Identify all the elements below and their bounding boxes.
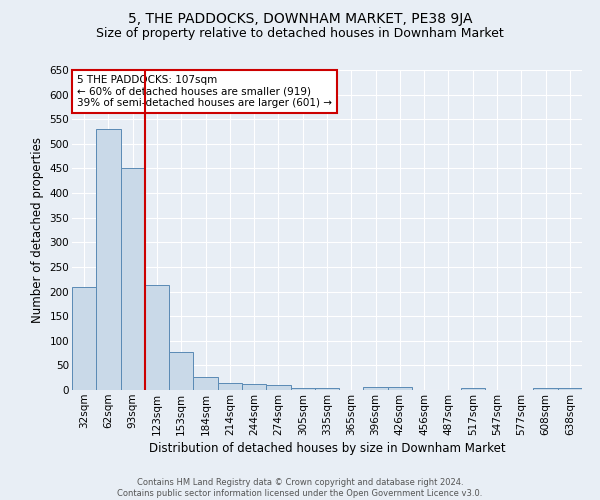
Bar — [193, 376, 218, 390]
Text: Contains HM Land Registry data © Crown copyright and database right 2024.
Contai: Contains HM Land Registry data © Crown c… — [118, 478, 482, 498]
Bar — [315, 388, 339, 390]
Bar — [533, 388, 558, 390]
Bar — [121, 168, 145, 390]
Bar — [72, 286, 96, 390]
Text: 5 THE PADDOCKS: 107sqm
← 60% of detached houses are smaller (919)
39% of semi-de: 5 THE PADDOCKS: 107sqm ← 60% of detached… — [77, 75, 332, 108]
Bar — [145, 285, 169, 390]
Y-axis label: Number of detached properties: Number of detached properties — [31, 137, 44, 323]
Bar — [364, 386, 388, 390]
Bar — [169, 352, 193, 390]
Text: 5, THE PADDOCKS, DOWNHAM MARKET, PE38 9JA: 5, THE PADDOCKS, DOWNHAM MARKET, PE38 9J… — [128, 12, 472, 26]
Bar — [218, 382, 242, 390]
Bar — [461, 388, 485, 390]
X-axis label: Distribution of detached houses by size in Downham Market: Distribution of detached houses by size … — [149, 442, 505, 455]
Text: Size of property relative to detached houses in Downham Market: Size of property relative to detached ho… — [96, 28, 504, 40]
Bar — [558, 388, 582, 390]
Bar — [388, 386, 412, 390]
Bar — [96, 129, 121, 390]
Bar — [242, 384, 266, 390]
Bar — [290, 388, 315, 390]
Bar — [266, 385, 290, 390]
